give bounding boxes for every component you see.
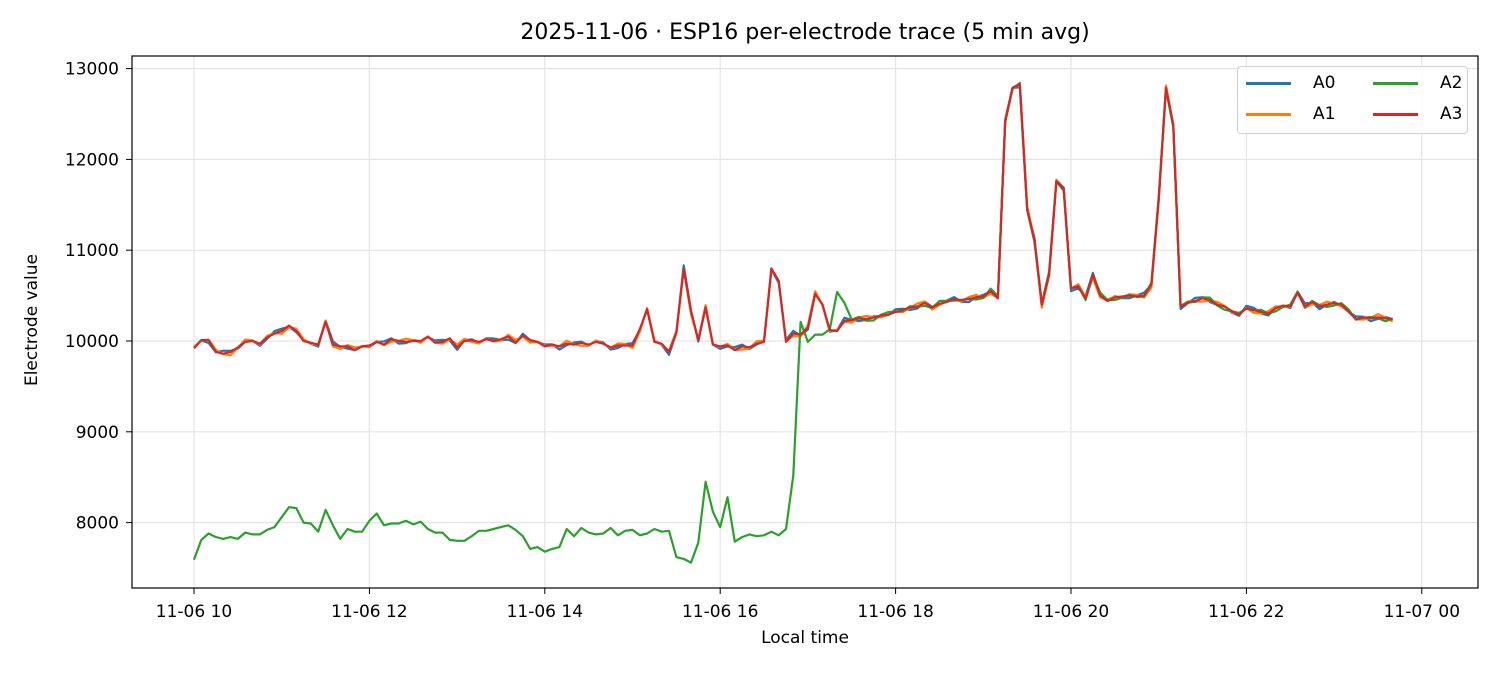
svg-text:11-06 20: 11-06 20: [1033, 602, 1109, 622]
axis-ticks: 8000 9000 10000 11000 12000 13000 11-06 10 11-0…: [65, 60, 1460, 622]
series-a1: [193, 81, 1394, 357]
y-axis-label: Electrode value: [22, 253, 42, 387]
svg-text:9000: 9000: [76, 423, 119, 443]
svg-text:11-06 16: 11-06 16: [682, 602, 758, 622]
svg-text:11-06 14: 11-06 14: [507, 602, 583, 622]
grid-lines: [132, 56, 1478, 588]
series-lines: [192, 81, 1394, 564]
legend-label-a3: A3: [1440, 104, 1463, 124]
svg-text:11-06 10: 11-06 10: [156, 602, 232, 622]
svg-text:11-07 00: 11-07 00: [1384, 602, 1460, 622]
series-a2: [192, 82, 1393, 564]
legend-label-a2: A2: [1440, 73, 1463, 93]
legend-item-a0: A0: [1246, 73, 1335, 93]
legend-swatch-a1: [1246, 112, 1291, 116]
svg-text:11-06 18: 11-06 18: [857, 602, 933, 622]
legend-swatch-a2: [1373, 81, 1418, 85]
legend-item-a2: A2: [1373, 73, 1462, 93]
chart-title: 2025-11-06 · ESP16 per-electrode trace (…: [520, 20, 1090, 45]
svg-text:11000: 11000: [65, 241, 119, 261]
svg-text:13000: 13000: [65, 60, 119, 80]
legend-label-a1: A1: [1313, 104, 1336, 124]
series-a0: [193, 85, 1393, 356]
legend-item-a1: A1: [1246, 104, 1335, 124]
svg-text:11-06 12: 11-06 12: [331, 602, 407, 622]
svg-text:10000: 10000: [65, 332, 119, 352]
x-axis-label: Local time: [761, 628, 849, 648]
series-a3: [193, 82, 1393, 355]
legend: A0 A1 A2 A3: [1237, 66, 1468, 134]
legend-item-a3: A3: [1373, 104, 1462, 124]
svg-text:12000: 12000: [65, 150, 119, 170]
svg-text:8000: 8000: [76, 514, 119, 534]
svg-text:11-06 22: 11-06 22: [1208, 602, 1284, 622]
legend-swatch-a3: [1373, 112, 1418, 116]
plot-frame: [131, 55, 1479, 589]
legend-swatch-a0: [1246, 81, 1291, 85]
legend-label-a0: A0: [1313, 73, 1336, 93]
